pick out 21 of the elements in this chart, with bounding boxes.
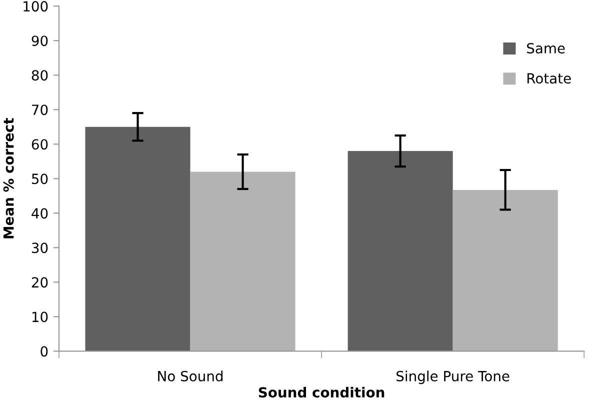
- x-tick-label: Single Pure Tone: [396, 370, 510, 384]
- x-axis-title: Sound condition: [258, 386, 384, 398]
- y-tick-label: 20: [32, 277, 48, 288]
- legend-label: Rotate: [527, 73, 571, 84]
- y-tick-label: 40: [32, 208, 48, 219]
- y-tick-label: 10: [32, 312, 48, 322]
- y-tick-label: 70: [32, 104, 48, 116]
- y-tick-label: 100: [24, 1, 48, 12]
- bar: [85, 126, 190, 352]
- bar: [452, 190, 558, 352]
- y-tick-label: 50: [32, 174, 48, 184]
- y-tick-label: 0: [40, 346, 48, 357]
- bar: [348, 151, 453, 352]
- y-tick-label: 60: [32, 139, 48, 150]
- legend-label: Same: [527, 42, 565, 54]
- y-axis-title: Mean % correct: [3, 118, 14, 238]
- y-tick-label: 80: [32, 70, 48, 81]
- y-tick-label: 90: [32, 36, 48, 46]
- bar: [190, 172, 296, 352]
- x-tick-label: No Sound: [158, 370, 223, 382]
- y-tick-label: 30: [32, 242, 48, 254]
